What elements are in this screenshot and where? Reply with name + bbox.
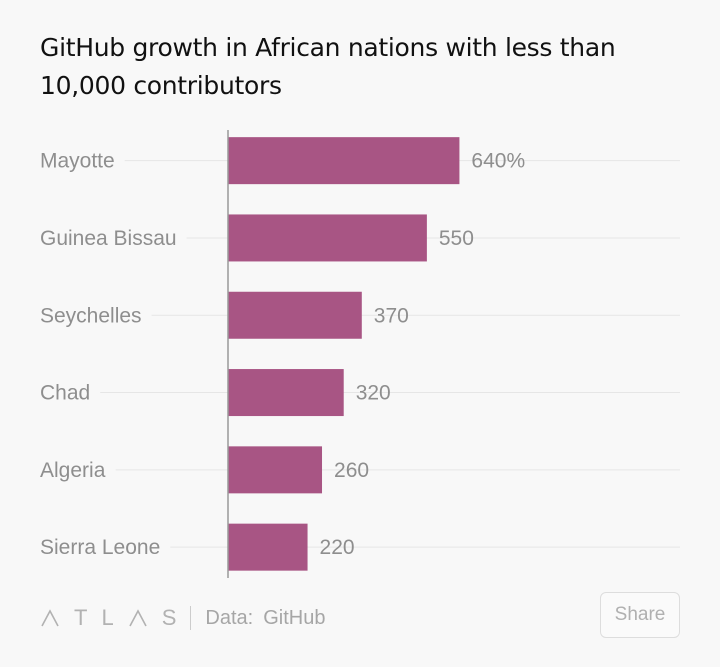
label-background (38, 456, 116, 484)
category-label: Sierra Leone (40, 536, 160, 559)
footer: T L S Data: GitHub (40, 598, 325, 638)
source-name: GitHub (263, 606, 326, 629)
logo-letter: L (101, 605, 114, 630)
footer-divider (190, 606, 192, 630)
category-label: Seychelles (40, 304, 142, 327)
chart-title: GitHub growth in African nations with le… (40, 33, 616, 100)
bar (228, 291, 362, 339)
value-label: 260 (334, 459, 369, 482)
share-button[interactable]: Share (600, 592, 680, 638)
triangle-a-icon (41, 609, 59, 627)
bar-chart: Mayotte 640% Guinea Bissau 550 Seychelles 370… (38, 130, 680, 578)
logo-letter: T (74, 605, 88, 630)
bar (228, 523, 308, 571)
label-background (38, 224, 187, 252)
bar (228, 369, 344, 417)
value-label: 550 (439, 227, 474, 250)
value-label: 640% (471, 150, 525, 173)
value-label: 320 (356, 382, 391, 405)
atlas-logo: T L S (40, 605, 176, 631)
category-label: Mayotte (40, 150, 115, 173)
bar (228, 214, 427, 262)
category-label: Guinea Bissau (40, 227, 177, 250)
category-label: Chad (40, 382, 90, 405)
label-background (38, 302, 152, 330)
label-background (38, 379, 101, 407)
bar (228, 137, 460, 185)
bar (228, 446, 323, 494)
category-label: Algeria (40, 459, 106, 482)
source-label: Data: (205, 606, 254, 629)
value-label: 370 (374, 304, 409, 327)
triangle-a-icon (128, 609, 147, 627)
value-label: 220 (320, 536, 355, 559)
label-background (38, 534, 171, 562)
label-background (38, 147, 125, 175)
logo-letter: S (161, 605, 177, 630)
